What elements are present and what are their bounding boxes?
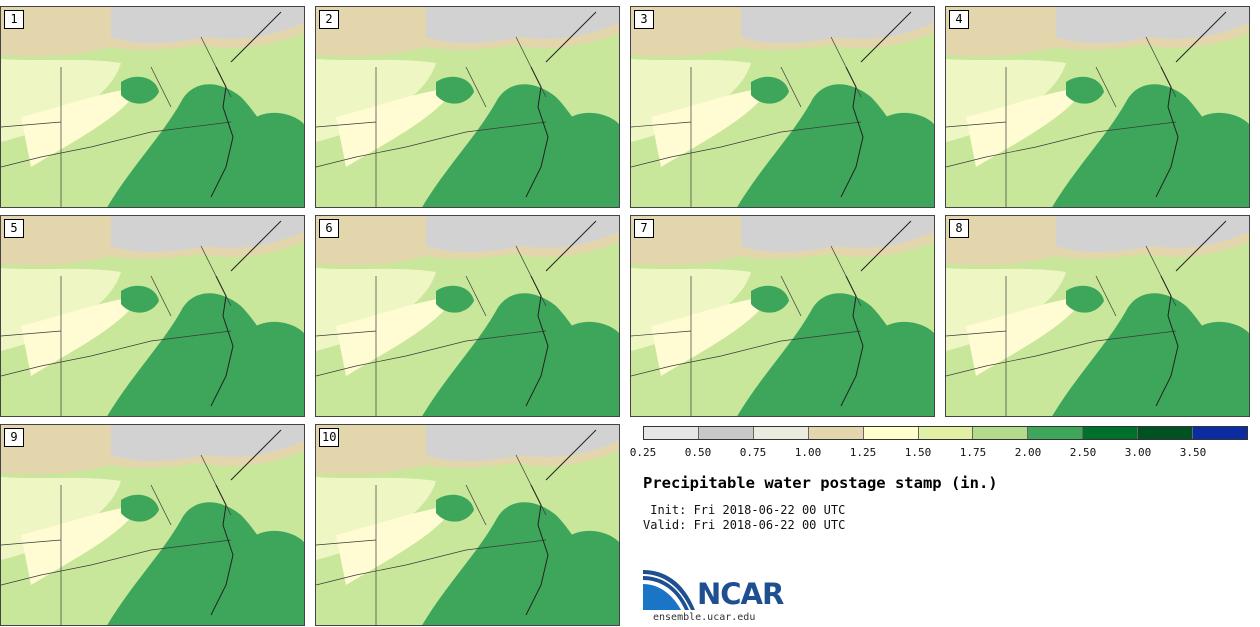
pw-map <box>631 7 934 207</box>
ensemble-member-panel: 10 <box>315 424 620 626</box>
colorbar-tick-label: 2.00 <box>1014 446 1042 459</box>
colorbar-cell <box>918 427 974 439</box>
colorbar-tick-label: 2.50 <box>1069 446 1097 459</box>
colorbar-cell <box>644 427 699 439</box>
member-number: 7 <box>634 219 654 238</box>
ensemble-member-panel: 5 <box>0 215 305 417</box>
valid-time: Valid: Fri 2018-06-22 00 UTC <box>643 518 846 532</box>
pw-map <box>946 7 1249 207</box>
chart-title: Precipitable water postage stamp (in.) <box>643 474 998 492</box>
member-number: 10 <box>319 428 340 447</box>
colorbar-tick-label: 0.25 <box>629 446 657 459</box>
ensemble-member-panel: 4 <box>945 6 1250 208</box>
ensemble-member-panel: 6 <box>315 215 620 417</box>
pw-map <box>946 216 1249 416</box>
colorbar <box>643 426 1248 440</box>
ensemble-member-panel: 1 <box>0 6 305 208</box>
colorbar-tick-label: 1.00 <box>794 446 822 459</box>
colorbar-cell <box>863 427 919 439</box>
ncar-logo-icon <box>643 570 695 610</box>
colorbar-tick-label: 1.25 <box>849 446 877 459</box>
pw-map <box>1 425 304 625</box>
logo-text: NCAR <box>697 577 784 611</box>
ensemble-member-panel: 7 <box>630 215 935 417</box>
colorbar-cell <box>808 427 864 439</box>
ensemble-member-panel: 9 <box>0 424 305 626</box>
colorbar-tick-label: 3.00 <box>1124 446 1152 459</box>
colorbar-cell <box>753 427 809 439</box>
member-number: 2 <box>319 10 339 29</box>
ensemble-member-panel: 3 <box>630 6 935 208</box>
colorbar-cell <box>1193 427 1247 439</box>
colorbar-tick-label: 1.75 <box>959 446 987 459</box>
member-number: 9 <box>4 428 24 447</box>
pw-map <box>316 216 619 416</box>
member-number: 8 <box>949 219 969 238</box>
colorbar-tick-label: 3.50 <box>1179 446 1207 459</box>
colorbar-tick-label: 0.75 <box>739 446 767 459</box>
colorbar-cell <box>1028 427 1084 439</box>
colorbar-tick-label: 1.50 <box>904 446 932 459</box>
member-number: 5 <box>4 219 24 238</box>
member-number: 6 <box>319 219 339 238</box>
pw-map <box>631 216 934 416</box>
ensemble-member-panel: 8 <box>945 215 1250 417</box>
pw-map <box>316 425 619 625</box>
ensemble-member-panel: 2 <box>315 6 620 208</box>
colorbar-cell <box>1083 427 1139 439</box>
member-number: 4 <box>949 10 969 29</box>
pw-map <box>1 216 304 416</box>
colorbar-cell <box>698 427 754 439</box>
colorbar-cell <box>1138 427 1194 439</box>
pw-map <box>316 7 619 207</box>
pw-map <box>1 7 304 207</box>
member-number: 1 <box>4 10 24 29</box>
member-number: 3 <box>634 10 654 29</box>
colorbar-cell <box>973 427 1029 439</box>
colorbar-tick-label: 0.50 <box>684 446 712 459</box>
logo-url: ensemble.ucar.edu <box>653 612 756 623</box>
init-time: Init: Fri 2018-06-22 00 UTC <box>643 503 846 517</box>
